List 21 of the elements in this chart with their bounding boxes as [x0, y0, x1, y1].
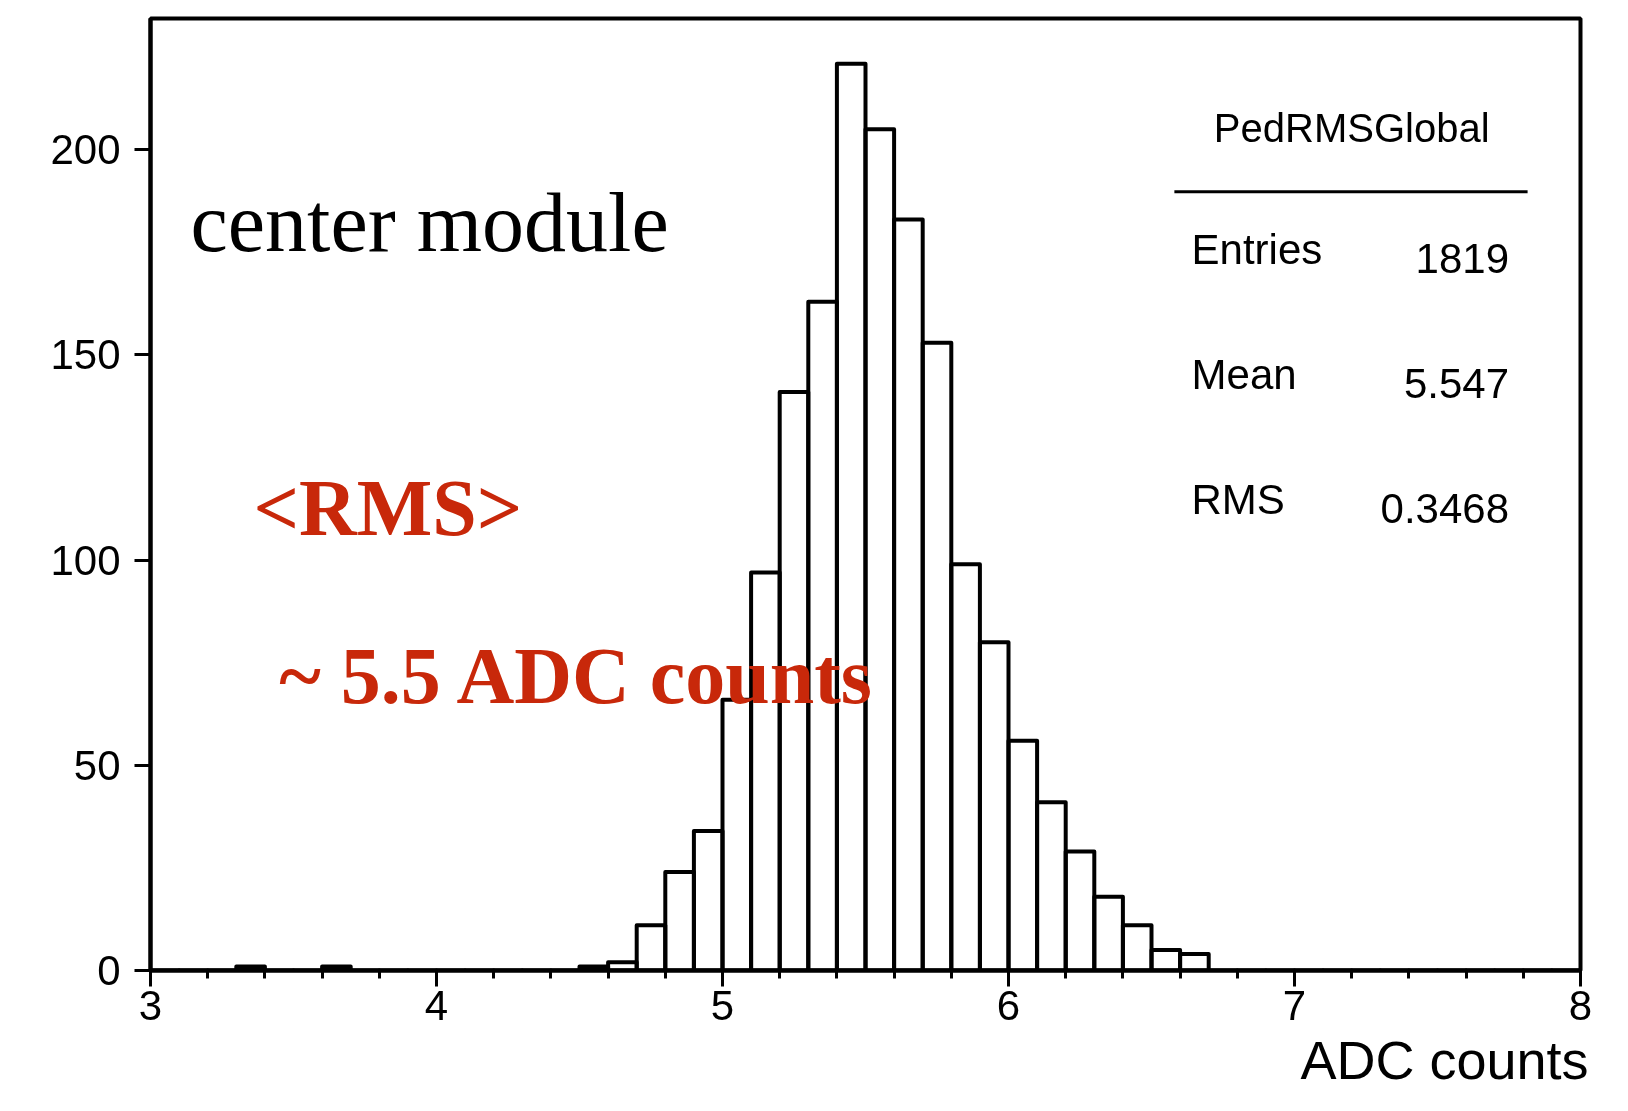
x-tick-label: 6 — [996, 981, 1021, 1029]
x-tick-label: 7 — [1282, 981, 1307, 1029]
annotation: 5.547 — [1403, 360, 1510, 408]
annotation: Entries — [1191, 225, 1323, 273]
y-tick-label: 150 — [50, 331, 121, 379]
y-tick-label: 50 — [73, 741, 121, 789]
annotation: 0.3468 — [1380, 485, 1510, 533]
x-axis-title: ADC counts — [1300, 1029, 1589, 1090]
annotation: 1819 — [1415, 234, 1509, 282]
y-tick-label: 0 — [97, 947, 121, 994]
y-tick-label: 200 — [50, 126, 121, 174]
annotation: center module — [190, 175, 669, 269]
annotation: <RMS> — [253, 463, 523, 552]
annotation: Mean — [1191, 351, 1297, 399]
x-tick-label: 8 — [1568, 981, 1593, 1029]
annotation: RMS — [1191, 476, 1285, 524]
annotation: PedRMSGlobal — [1213, 105, 1490, 150]
x-tick-label: 3 — [138, 981, 163, 1029]
x-tick-label: 5 — [710, 981, 735, 1029]
y-tick-label: 100 — [50, 536, 121, 584]
x-tick-label: 4 — [424, 981, 449, 1029]
